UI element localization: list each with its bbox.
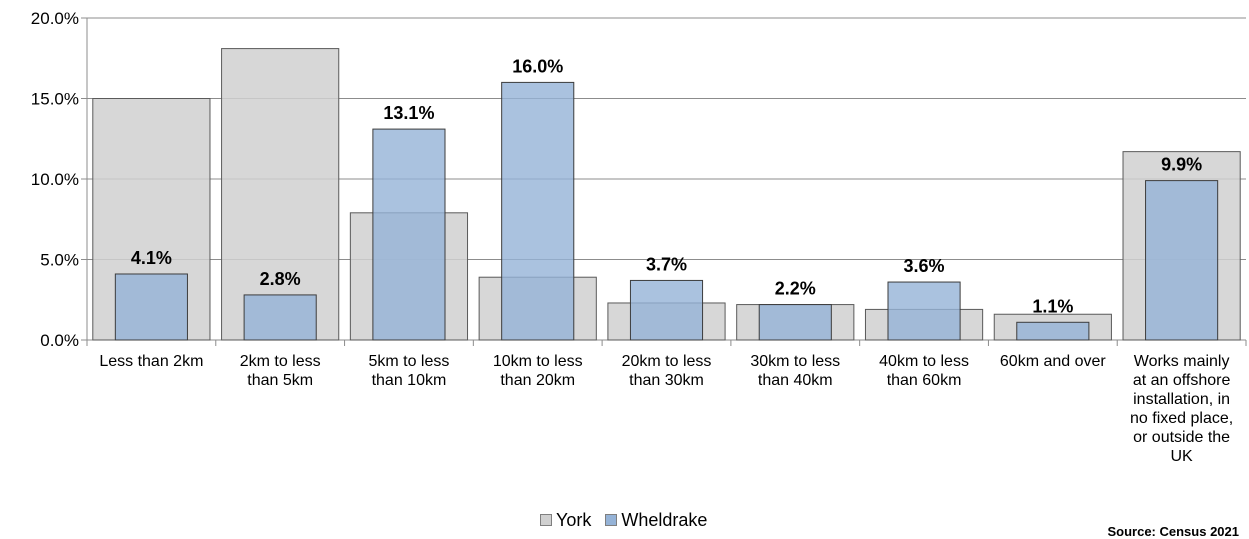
data-label-wheldrake: 4.1% [131, 248, 172, 268]
legend-label-york: York [556, 509, 592, 530]
data-labels: 4.1% 2.8% 13.1% 16.0% 3.7% 2.2% 3.6% 1.1% 9.9% [131, 56, 1202, 316]
legend-item-york: York [540, 510, 591, 531]
category-label-line: than 60km [887, 372, 962, 389]
data-label-wheldrake: 2.8% [260, 269, 301, 289]
data-label-wheldrake: 2.2% [775, 279, 816, 299]
data-label-wheldrake: 3.7% [646, 254, 687, 274]
category-label-line: 5km to less [368, 353, 449, 370]
bar-wheldrake [629, 279, 704, 341]
category-label-line: Works mainly [1134, 353, 1230, 370]
bar-wheldrake [501, 81, 575, 341]
category-label-line: than 30km [629, 372, 704, 389]
y-tick-label: 5.0% [40, 251, 79, 270]
bar-wheldrake [758, 304, 832, 341]
category-label-line: 40km to less [879, 353, 969, 370]
category-label: 60km and over [1000, 353, 1107, 370]
y-tick-label: 0.0% [40, 331, 79, 350]
legend-swatch-york [540, 514, 552, 526]
category-label-line: than 40km [758, 372, 833, 389]
legend-label-wheldrake: Wheldrake [621, 509, 708, 530]
category-label-line: no fixed place, [1130, 410, 1233, 427]
category-label: 10km to less than 20km [493, 353, 583, 389]
category-label-line: than 5km [247, 372, 313, 389]
bar-wheldrake [243, 294, 317, 341]
category-label-line: 20km to less [622, 353, 712, 370]
category-label-line: or outside the [1133, 429, 1230, 446]
category-label-line: installation, in [1133, 391, 1230, 408]
category-label-line: 60km and over [1000, 353, 1107, 370]
y-axis-tick-labels: 0.0% 5.0% 10.0% 15.0% 20.0% [31, 9, 79, 350]
bar-wheldrake [1145, 180, 1219, 341]
legend: York Wheldrake [540, 509, 707, 531]
source-note: Source: Census 2021 [1107, 524, 1239, 539]
category-label: Works mainly at an offshore installation, … [1130, 353, 1233, 465]
y-tick-label: 10.0% [31, 170, 79, 189]
data-label-wheldrake: 13.1% [383, 103, 434, 123]
legend-swatch-wheldrake [605, 514, 618, 526]
category-label-line: at an offshore [1133, 372, 1231, 389]
category-label-line: 10km to less [493, 353, 583, 370]
y-tick-label: 15.0% [31, 90, 79, 109]
category-label-line: than 10km [372, 372, 447, 389]
bar-wheldrake [1016, 321, 1090, 341]
category-label: 20km to less than 30km [622, 353, 712, 389]
category-label-line: Less than 2km [99, 353, 203, 370]
bar-wheldrake [372, 128, 446, 341]
bar-wheldrake [887, 281, 961, 341]
bar-york [221, 48, 340, 341]
bars [92, 48, 1241, 341]
category-label: Less than 2km [99, 353, 203, 370]
legend-item-wheldrake: Wheldrake [605, 510, 707, 531]
data-label-wheldrake: 1.1% [1032, 296, 1073, 316]
category-label: 30km to less than 40km [750, 353, 840, 389]
category-label-line: 30km to less [750, 353, 840, 370]
category-label: 2km to less than 5km [240, 353, 321, 389]
data-label-wheldrake: 9.9% [1161, 155, 1202, 175]
category-label-line: 2km to less [240, 353, 321, 370]
bar-wheldrake [114, 273, 188, 341]
category-label-line: UK [1170, 448, 1193, 465]
data-label-wheldrake: 3.6% [904, 256, 945, 276]
category-label-line: than 20km [500, 372, 575, 389]
data-label-wheldrake: 16.0% [512, 56, 563, 76]
y-tick-label: 20.0% [31, 9, 79, 28]
category-labels: Less than 2km 2km to less than 5km 5km to l… [99, 353, 1233, 465]
category-label: 40km to less than 60km [879, 353, 969, 389]
category-label: 5km to less than 10km [368, 353, 449, 389]
